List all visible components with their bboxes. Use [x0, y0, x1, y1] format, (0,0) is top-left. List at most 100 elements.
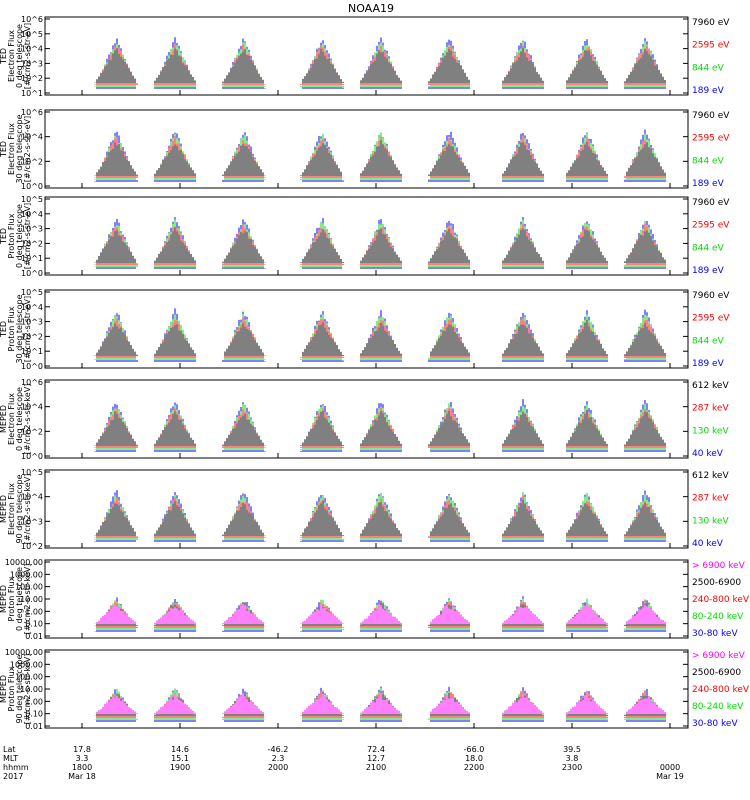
panel-frame [44, 196, 689, 276]
legend-entry: 287 keV [692, 404, 729, 414]
y-tick-label: 10^4 [21, 133, 43, 142]
mlt-value: 3.3 [76, 754, 89, 763]
y-axis-label: MEPED [0, 495, 8, 523]
y-axis-label: [#/cm2-s-str-eV] [23, 23, 32, 89]
legend-entry: 189 eV [692, 86, 725, 96]
footer-row-label: MLT [3, 754, 18, 763]
chart-title: NOAA19 [348, 2, 394, 15]
legend-entry: 7960 eV [692, 18, 730, 28]
mlt-value: 3.8 [566, 754, 579, 763]
y-tick-label: 10^2 [21, 332, 43, 341]
panels: 10^1 10^2 10^3 10^4 10^5 10^6 TED Electron Flux… [0, 15, 750, 731]
hhmm-value: 2100 [366, 763, 386, 772]
legend-entry: 30-80 keV [692, 629, 738, 639]
legend-entry: 2595 eV [692, 221, 730, 231]
legend-entry: 2500-6900 [692, 578, 741, 588]
y-axis-label: 0 deg telescope [15, 24, 24, 88]
hhmm-value: 2200 [464, 763, 484, 772]
series-trace-blue [94, 490, 668, 542]
legend-entry: 612 keV [692, 381, 729, 391]
legend-entry: 40 keV [692, 539, 724, 549]
y-axis-label: Electron Flux [7, 123, 16, 175]
series-trace-blue [96, 686, 666, 722]
y-axis-label: [#/cm2-s-str-keV] [23, 474, 32, 545]
panel-p8: 0.01 0.10 1.00 10.00 100.00 1000.00 10000.00 ME… [0, 648, 750, 731]
y-axis-label: MEPED [0, 675, 8, 703]
date-label: Mar 18 [68, 772, 96, 781]
series-trace-black [94, 499, 666, 536]
y-axis-label: 30 deg telescope [15, 114, 24, 183]
y-tick-label: 1000.00 [10, 570, 43, 579]
y-tick-label: 10^5 [21, 288, 43, 297]
y-tick-label: 1.00 [25, 607, 43, 616]
y-axis-label: MEPED [0, 585, 8, 613]
series-trace-green [94, 403, 668, 450]
lat-value: 72.4 [367, 745, 385, 754]
series-trace-red [96, 690, 666, 718]
hhmm-value: 0000 [660, 763, 680, 772]
lat-value: -46.2 [268, 745, 289, 754]
date-label: Mar 19 [656, 772, 684, 781]
y-tick-label: 10^4 [21, 210, 43, 219]
mlt-value: 18.0 [465, 754, 483, 763]
y-tick-label: 10^0 [21, 182, 43, 191]
panel-p2: 10^0 10^2 10^4 10^6 TED Electron Flux 30 deg t… [0, 108, 730, 191]
series-trace-red [94, 407, 668, 448]
y-tick-label: 10^5 [21, 468, 43, 477]
y-tick-label: 0.01 [25, 632, 43, 641]
footer-row-label: 2017 [3, 772, 23, 781]
y-axis-label: TED [0, 321, 8, 338]
y-tick-label: 100.00 [15, 673, 43, 682]
y-tick-label: 10^1 [21, 347, 43, 356]
panel-p7: 0.01 0.10 1.00 10.00 100.00 1000.00 10000.00 ME… [0, 558, 750, 641]
mlt-value: 2.3 [272, 754, 285, 763]
y-axis-label: [#/cm2-s-str-keV] [23, 654, 32, 725]
y-axis-label: 30 deg telescope [15, 294, 24, 363]
y-tick-label: 10^2 [21, 239, 43, 248]
y-tick-label: 10^1 [21, 89, 43, 98]
y-tick-label: 1000.00 [10, 660, 43, 669]
y-axis-label: Proton Flux [7, 213, 16, 258]
y-tick-label: 0.10 [25, 710, 43, 719]
hhmm-value: 1800 [72, 763, 92, 772]
y-tick-label: 10^4 [21, 45, 43, 54]
footer-row-label: Lat [3, 745, 16, 754]
series-trace-magenta [94, 603, 666, 624]
legend-entry: 130 keV [692, 426, 729, 436]
y-axis-label: TED [0, 228, 8, 245]
y-tick-label: 10^3 [21, 517, 43, 526]
legend-entry: 844 eV [692, 336, 725, 346]
y-tick-label: 10^3 [21, 318, 43, 327]
series-trace-black [94, 227, 666, 263]
y-axis-label: Proton Flux [7, 576, 16, 621]
y-tick-label: 0.01 [25, 722, 43, 731]
panel-p5: 10^0 10^2 10^4 10^6 MEPED Electron Flux 0 deg … [0, 378, 729, 461]
lat-value: 14.6 [171, 745, 189, 754]
y-tick-label: 10^6 [21, 108, 43, 117]
lat-value: 17.8 [73, 745, 91, 754]
y-axis-label: Electron Flux [7, 30, 16, 82]
legend-entry: 844 eV [692, 243, 725, 253]
lat-value: -66.0 [464, 745, 485, 754]
legend-entry: 2500-6900 [692, 668, 741, 678]
legend-entry: 844 eV [692, 156, 725, 166]
series-trace-black [94, 319, 668, 356]
y-axis-label: [#/cm2-s-str-eV] [23, 296, 32, 362]
y-tick-label: 10^0 [21, 269, 43, 278]
mlt-value: 12.7 [367, 754, 385, 763]
mlt-value: 15.1 [171, 754, 189, 763]
legend-entry: 287 keV [692, 494, 729, 504]
y-axis-label: [#/cm2-s-str-keV] [23, 384, 32, 455]
y-tick-label: 10^2 [21, 427, 43, 436]
y-tick-label: 10^0 [21, 362, 43, 371]
y-tick-label: 10^6 [21, 15, 43, 24]
footer-row-label: hhmm [3, 763, 29, 772]
y-axis-label: MEPED [0, 405, 8, 433]
legend-entry: 189 eV [692, 266, 725, 276]
y-tick-label: 10^2 [21, 74, 43, 83]
legend-entry: 612 keV [692, 471, 729, 481]
legend-entry: 7960 eV [692, 198, 730, 208]
series-trace-black [94, 47, 668, 83]
y-axis-label: 0 deg telescope [15, 387, 24, 451]
